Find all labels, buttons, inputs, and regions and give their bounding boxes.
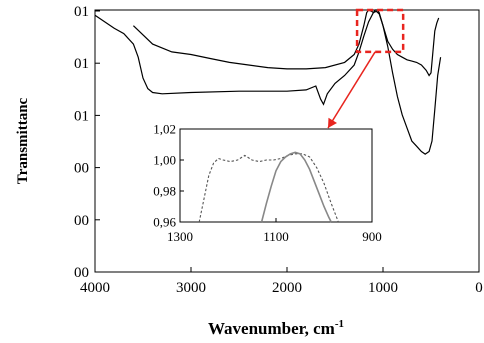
inset-series-layer bbox=[198, 151, 339, 223]
y-tick-label: 01 bbox=[74, 108, 89, 124]
y-tick-labels: 00 00 00 01 01 01 bbox=[74, 4, 89, 281]
series-line-2 bbox=[132, 9, 440, 77]
inset-y-tick-label: 1,02 bbox=[153, 122, 176, 137]
x-axis-label-superscript: -1 bbox=[335, 318, 344, 330]
inset-x-tick-label: 1100 bbox=[263, 229, 289, 244]
inset-x-tick-labels: 1300 1100 900 bbox=[167, 229, 382, 244]
y-tick-label: 00 bbox=[74, 161, 89, 177]
y-tick-marks bbox=[95, 10, 100, 273]
arrow-shaft bbox=[327, 51, 376, 129]
arrow-head bbox=[328, 117, 337, 128]
x-tick-label: 0 bbox=[475, 280, 483, 296]
inset-y-tick-labels: 0,96 0,98 1,00 1,02 bbox=[153, 122, 176, 230]
x-tick-label: 1000 bbox=[368, 280, 398, 296]
y-tick-label: 01 bbox=[74, 56, 89, 72]
inset-y-tick-label: 0,96 bbox=[153, 215, 176, 230]
x-tick-labels: 4000 3000 2000 1000 0 bbox=[80, 280, 483, 296]
y-tick-label: 00 bbox=[74, 265, 89, 281]
inset-y-tick-label: 0,98 bbox=[153, 184, 176, 199]
x-axis-label: Wavenumber, cm-1 bbox=[208, 318, 344, 338]
x-tick-label: 4000 bbox=[80, 280, 110, 296]
inset-tick-marks bbox=[179, 128, 373, 223]
highlight-box bbox=[355, 8, 405, 54]
x-axis-label-text: Wavenumber, cm bbox=[208, 319, 335, 338]
inset-series-line-2 bbox=[260, 151, 332, 223]
y-tick-label: 00 bbox=[74, 213, 89, 229]
inset-x-tick-label: 1300 bbox=[167, 229, 193, 244]
inset-y-tick-label: 1,00 bbox=[153, 153, 176, 168]
inset-x-tick-label: 900 bbox=[362, 229, 382, 244]
inset-series-line-1 bbox=[198, 153, 339, 223]
x-tick-marks bbox=[94, 267, 480, 272]
x-tick-label: 3000 bbox=[176, 280, 206, 296]
y-axis-label: Transmittanc bbox=[15, 97, 31, 184]
y-tick-label: 01 bbox=[74, 4, 89, 20]
zoom-arrow bbox=[327, 51, 376, 129]
x-tick-label: 2000 bbox=[272, 280, 302, 296]
